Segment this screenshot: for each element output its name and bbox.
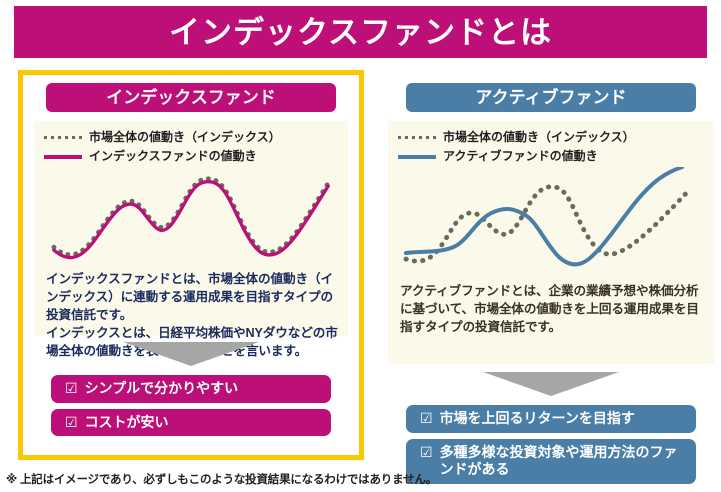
bullet-label: 市場を上回るリターンを目指す bbox=[439, 410, 635, 426]
page-title-banner: インデックスファンドとは bbox=[14, 6, 707, 58]
chart-card-active-fund: 市場全体の値動き（インデックス） アクティブファンドの値動き アクティブフ bbox=[388, 121, 714, 364]
panel-body-active-fund: アクティブファンドとは、企業の業績予想や株価分析に基づいて、市場全体の値動きを上… bbox=[400, 284, 699, 334]
series-market-index-line bbox=[403, 184, 693, 264]
bullet-label: シンプルで分かりやすい bbox=[84, 380, 239, 396]
chart-legend-active-fund: 市場全体の値動き（インデックス） アクティブファンドの値動き bbox=[392, 129, 710, 165]
arrow-wrap-left bbox=[34, 342, 348, 366]
line-chart-index-fund bbox=[38, 167, 344, 269]
panel-heading-index-fund: インデックスファンド bbox=[46, 83, 336, 112]
legend-item-market-index: 市場全体の値動き（インデックス） bbox=[398, 129, 710, 146]
page-title: インデックスファンドとは bbox=[168, 14, 553, 50]
series-index-fund-line bbox=[52, 179, 330, 260]
legend-label-fund: インデックスファンドの値動き bbox=[89, 148, 257, 163]
line-chart-active-fund bbox=[392, 167, 710, 277]
bullet-list-index-fund: ☑ シンプルで分かりやすい ☑ コストが安い bbox=[34, 375, 348, 436]
panel-index-fund: インデックスファンド 市場全体の値動き（インデックス） インデックスファンドの値… bbox=[18, 70, 364, 460]
chart-legend-index-fund: 市場全体の値動き（インデックス） インデックスファンドの値動き bbox=[38, 129, 344, 165]
panel-heading-label: インデックスファンド bbox=[106, 88, 276, 107]
bullet-item: ☑ 多種多様な投資対象や運用方法のファンドがある bbox=[406, 438, 696, 484]
legend-label-market-index: 市場全体の値動き（インデックス） bbox=[89, 129, 281, 144]
dotted-line-swatch-icon bbox=[44, 132, 82, 144]
panel-heading-active-fund: アクティブファンド bbox=[406, 83, 696, 112]
bullet-item: ☑ 市場を上回るリターンを目指す bbox=[406, 405, 696, 433]
checkbox-icon: ☑ bbox=[65, 413, 78, 430]
solid-line-swatch-icon bbox=[398, 151, 436, 163]
arrow-down-icon bbox=[123, 342, 259, 366]
series-active-fund-line bbox=[403, 167, 685, 267]
legend-item-fund: アクティブファンドの値動き bbox=[398, 148, 710, 165]
solid-line-swatch-icon bbox=[44, 151, 82, 163]
checkbox-icon: ☑ bbox=[65, 380, 78, 396]
legend-label-market-index: 市場全体の値動き（インデックス） bbox=[443, 129, 635, 144]
checkbox-icon: ☑ bbox=[420, 410, 433, 426]
highlight-frame bbox=[18, 70, 364, 460]
legend-item-fund: インデックスファンドの値動き bbox=[44, 148, 344, 165]
bullet-item: ☑ コストが安い bbox=[51, 408, 331, 436]
bullet-list-active-fund: ☑ 市場を上回るリターンを目指す ☑ 多種多様な投資対象や運用方法のファンドがあ… bbox=[388, 405, 714, 484]
dotted-line-swatch-icon bbox=[398, 132, 436, 144]
chart-card-index-fund: 市場全体の値動き（インデックス） インデックスファンドの値動き インデック bbox=[34, 121, 348, 358]
bullet-label: 多種多様な投資対象や運用方法のファンドがある bbox=[439, 443, 678, 478]
arrow-down-icon bbox=[483, 372, 619, 396]
legend-label-fund: アクティブファンドの値動き bbox=[443, 148, 598, 163]
bullet-item: ☑ シンプルで分かりやすい bbox=[51, 375, 331, 403]
arrow-wrap-right bbox=[388, 372, 714, 396]
bullet-label: コストが安い bbox=[84, 413, 169, 430]
panel-active-fund: アクティブファンド 市場全体の値動き（インデックス） アクティブファンドの値動き bbox=[378, 70, 721, 484]
checkbox-icon: ☑ bbox=[420, 443, 433, 460]
footnote-disclaimer: ※ 上記はイメージであり、必ずしもこのような投資結果になるわけではありません。 bbox=[6, 474, 437, 486]
legend-item-market-index: 市場全体の値動き（インデックス） bbox=[44, 129, 344, 146]
panel-heading-label: アクティブファンド bbox=[475, 88, 627, 107]
